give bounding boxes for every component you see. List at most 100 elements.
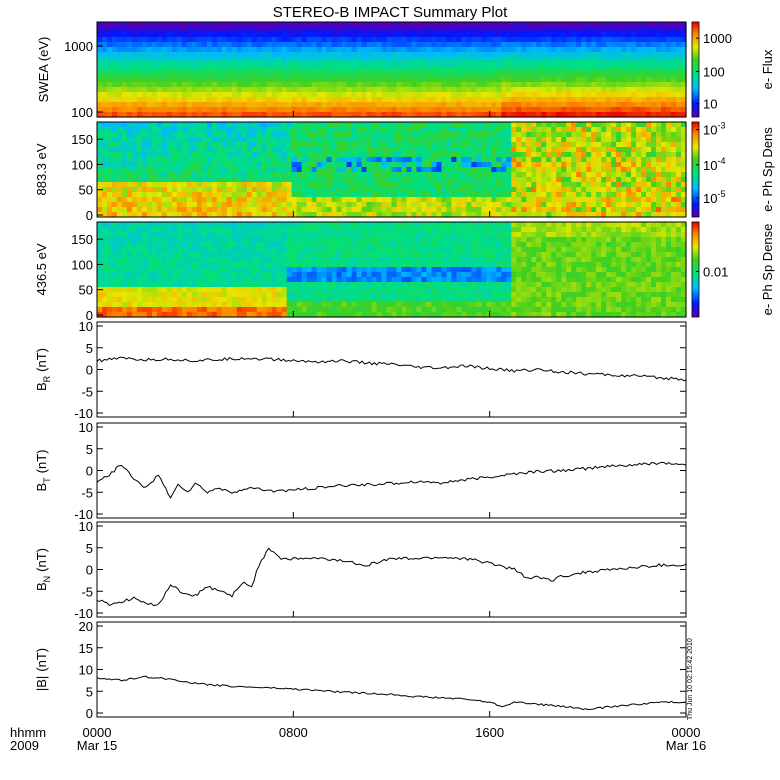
heatmap-cell	[286, 137, 293, 143]
heatmap-cell	[181, 242, 188, 248]
heatmap-cell	[256, 112, 263, 118]
heatmap-cell	[301, 92, 308, 98]
heatmap-cell	[466, 27, 472, 33]
heatmap-cell	[97, 62, 103, 68]
heatmap-cell	[126, 182, 133, 188]
heatmap-cell	[361, 92, 368, 98]
heatmap-cell	[581, 27, 587, 33]
heatmap-cell	[326, 97, 333, 103]
heatmap-cell	[196, 172, 203, 178]
heatmap-cell	[431, 27, 438, 33]
heatmap-cell	[386, 42, 393, 48]
heatmap-cell	[166, 137, 173, 143]
heatmap-cell	[331, 102, 338, 108]
heatmap-cell	[226, 107, 233, 113]
heatmap-cell	[216, 42, 223, 48]
heatmap-cell	[161, 122, 168, 128]
heatmap-cell	[351, 37, 358, 43]
heatmap-cell	[321, 157, 328, 163]
heatmap-cell	[146, 197, 153, 203]
heatmap-cell	[411, 97, 418, 103]
heatmap-cell	[131, 222, 138, 228]
heatmap-cell	[101, 132, 108, 138]
heatmap-cell	[626, 72, 632, 78]
heatmap-cell	[141, 47, 148, 53]
heatmap-cell	[591, 172, 597, 178]
heatmap-cell	[121, 132, 128, 138]
heatmap-cell	[146, 227, 153, 233]
heatmap-cell	[171, 47, 178, 53]
heatmap-cell	[561, 182, 567, 188]
heatmap-cell	[97, 52, 103, 58]
heatmap-cell	[251, 42, 258, 48]
heatmap-cell	[346, 167, 353, 173]
heatmap-cell	[331, 192, 338, 198]
heatmap-cell	[101, 122, 108, 128]
heatmap-cell	[461, 52, 467, 58]
heatmap-cell	[336, 167, 343, 173]
heatmap-cell	[531, 22, 537, 28]
heatmap-cell	[571, 197, 577, 203]
heatmap-cell	[371, 212, 378, 218]
heatmap-cell	[411, 47, 418, 53]
heatmap-cell	[191, 192, 198, 198]
heatmap-cell	[97, 142, 103, 148]
heatmap-cell	[476, 67, 482, 73]
heatmap-cell	[531, 137, 537, 143]
heatmap-cell	[196, 282, 203, 288]
heatmap-cell	[446, 67, 452, 73]
heatmap-cell	[456, 202, 462, 208]
heatmap-cell	[321, 152, 328, 158]
heatmap-cell	[151, 227, 158, 233]
heatmap-cell	[356, 32, 363, 38]
heatmap-cell	[361, 42, 368, 48]
heatmap-cell	[206, 157, 213, 163]
heatmap-cell	[261, 87, 268, 93]
heatmap-cell	[551, 72, 557, 78]
heatmap-cell	[196, 162, 203, 168]
heatmap-cell	[546, 207, 552, 213]
heatmap-cell	[336, 172, 343, 178]
heatmap-cell	[191, 97, 198, 103]
heatmap-cell	[376, 197, 383, 203]
heatmap-cell	[681, 167, 687, 173]
heatmap-cell	[221, 87, 228, 93]
heatmap-cell	[566, 67, 572, 73]
heatmap-cell	[156, 312, 163, 318]
heatmap-cell	[666, 37, 672, 43]
heatmap-cell	[471, 102, 477, 108]
heatmap-cell	[616, 102, 622, 108]
heatmap-cell	[481, 192, 487, 198]
heatmap-cell	[416, 212, 423, 218]
heatmap-cell	[606, 147, 612, 153]
heatmap-cell	[606, 202, 612, 208]
heatmap-cell	[156, 137, 163, 143]
heatmap-cell	[371, 42, 378, 48]
heatmap-cell	[606, 67, 612, 73]
heatmap-cell	[551, 207, 557, 213]
heatmap-cell	[521, 212, 527, 218]
heatmap-cell	[336, 57, 343, 63]
heatmap-cell	[216, 32, 223, 38]
heatmap-cell	[416, 87, 423, 93]
heatmap-cell	[556, 147, 562, 153]
heatmap-cell	[416, 147, 423, 153]
heatmap-cell	[156, 32, 163, 38]
heatmap-cell	[326, 87, 333, 93]
heatmap-cell	[476, 57, 482, 63]
heatmap-cell	[221, 92, 228, 98]
heatmap-cell	[161, 312, 168, 318]
heatmap-cell	[136, 137, 143, 143]
heatmap-cell	[626, 107, 632, 113]
heatmap-cell	[301, 112, 308, 118]
heatmap-cell	[141, 122, 148, 128]
heatmap-cell	[591, 157, 597, 163]
heatmap-cell	[616, 32, 622, 38]
heatmap-cell	[641, 187, 647, 193]
heatmap-cell	[426, 47, 433, 53]
heatmap-cell	[106, 142, 113, 148]
heatmap-cell	[506, 212, 512, 218]
heatmap-cell	[486, 182, 492, 188]
heatmap-cell	[161, 102, 168, 108]
heatmap-cell	[351, 62, 358, 68]
